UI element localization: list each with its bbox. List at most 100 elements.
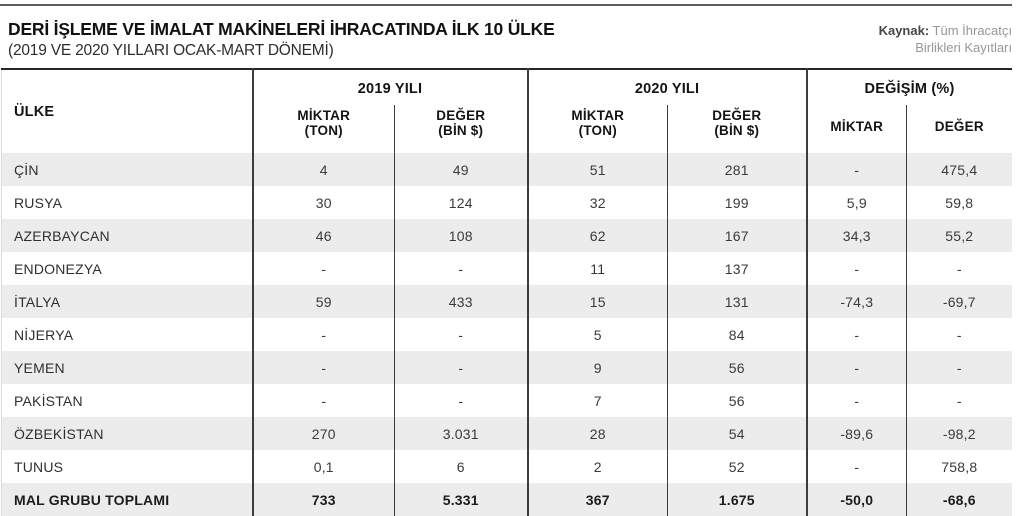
value-cell: 367	[527, 483, 669, 516]
value-cell: 2	[527, 450, 669, 483]
value-cell: -	[252, 252, 395, 285]
value-cell: 30	[252, 186, 395, 219]
value-cell: -	[956, 260, 962, 277]
sub-header-label: DEĞER	[712, 108, 762, 123]
table-row: RUSYA 30 124 32 199 5,9 59,8	[1, 186, 1012, 219]
top-divider-rule	[0, 4, 1012, 6]
value-cell: -74,3	[806, 285, 908, 318]
country-cell: ÖZBEKİSTAN	[1, 417, 254, 450]
country-cell: ENDONEZYA	[1, 252, 254, 285]
country-cell: TUNUS	[1, 450, 254, 483]
value-cell: -	[806, 318, 908, 351]
column-group-2020: 2020 YILI	[527, 69, 808, 105]
value-cell: 11	[527, 252, 669, 285]
value-cell: -	[956, 326, 962, 343]
table-body: ÇİN 4 49 51 281-475,4 RUSYA 30 124 32 199 5,9 59,8 A…	[1, 153, 1012, 516]
value-cell: 758,8	[941, 458, 978, 475]
value-cell: 124	[394, 186, 529, 219]
value-cell: 59	[252, 285, 395, 318]
value-cell: -69,7	[942, 293, 976, 310]
value-cell: 5	[527, 318, 669, 351]
value-cell: -89,6	[806, 417, 908, 450]
header-bar: DERİ İŞLEME VE İMALAT MAKİNELERİ İHRACAT…	[0, 18, 1012, 60]
column-header-2019-miktar: MİKTAR (TON)	[252, 105, 395, 153]
table-row: ÇİN 4 49 51 281- 475,4	[1, 153, 1012, 186]
country-cell: YEMEN	[1, 351, 254, 384]
value-cell: 167	[667, 219, 808, 252]
column-header-change-deger: DEĞER	[934, 118, 984, 134]
value-cell: -	[956, 359, 962, 376]
table-header: ÜLKE 2019 YILI 2020 YILI DEĞİŞİM (%) MİK…	[1, 69, 1012, 153]
sub-header-unit: (TON)	[304, 123, 343, 138]
page-subtitle: (2019 VE 2020 YILLARI OCAK-MART DÖNEMİ)	[8, 42, 334, 59]
column-group-2019: 2019 YILI	[252, 69, 529, 105]
column-header-change-miktar: MİKTAR	[806, 105, 908, 153]
value-cell: -	[394, 252, 529, 285]
value-cell: -	[394, 384, 529, 417]
value-cell: 475,4	[941, 161, 978, 178]
sub-header-row: MİKTAR (TON) DEĞER (BİN $) MİKTAR (TON) …	[2, 105, 1012, 153]
table-row: AZERBAYCAN 46 108 62 167 34,3 55,2	[1, 219, 1012, 252]
value-cell: -	[394, 351, 529, 384]
value-cell: 59,8	[945, 194, 974, 211]
value-cell: 137	[667, 252, 808, 285]
column-header-2020-deger: DEĞER (BİN $)	[667, 105, 808, 153]
page-title: DERİ İŞLEME VE İMALAT MAKİNELERİ İHRACAT…	[8, 19, 555, 39]
table-row: PAKİSTAN - -7 56- -	[1, 384, 1012, 417]
value-cell: 34,3	[806, 219, 908, 252]
value-cell: -	[806, 384, 908, 417]
value-cell: 9	[527, 351, 669, 384]
value-cell: 108	[394, 219, 529, 252]
value-cell: 46	[252, 219, 395, 252]
sub-header-unit: (BİN $)	[714, 123, 760, 138]
title-block: DERİ İŞLEME VE İMALAT MAKİNELERİ İHRACAT…	[8, 18, 555, 60]
value-cell: -50,0	[806, 483, 908, 516]
value-cell: 55,2	[945, 227, 974, 244]
value-cell: 5.331	[394, 483, 529, 516]
value-cell: 15	[527, 285, 669, 318]
column-group-change: DEĞİŞİM (%)	[864, 81, 955, 97]
value-cell: 49	[394, 153, 529, 186]
sub-header-label: DEĞER	[436, 108, 486, 123]
table-row: ÖZBEKİSTAN 270 3.031 28 54 -89,6 -98,2	[1, 417, 1012, 450]
value-cell: -	[252, 384, 395, 417]
group-header-row: ÜLKE 2019 YILI 2020 YILI DEĞİŞİM (%)	[1, 69, 1012, 153]
source-text-line2: Birlikleri Kayıtları	[915, 40, 1012, 55]
value-cell: 52	[667, 450, 808, 483]
value-cell: -	[806, 153, 908, 186]
country-cell: NİJERYA	[1, 318, 254, 351]
value-cell: 281	[667, 153, 808, 186]
value-cell: 5,9	[806, 186, 908, 219]
data-table: ÜLKE 2019 YILI 2020 YILI DEĞİŞİM (%) MİK…	[1, 68, 1012, 516]
sub-header-label: MİKTAR	[571, 108, 625, 123]
country-cell: MAL GRUBU TOPLAMI	[1, 483, 254, 516]
value-cell: 270	[252, 417, 395, 450]
value-cell: 54	[667, 417, 808, 450]
value-cell: 62	[527, 219, 669, 252]
table-row: İTALYA 59 433 15 131 -74,3 -69,7	[1, 285, 1012, 318]
value-cell: -68,6	[942, 491, 976, 508]
source-note: Kaynak: Tüm İhracatçı Birlikleri Kayıtla…	[879, 18, 1012, 56]
column-header-2020-miktar: MİKTAR (TON)	[527, 105, 669, 153]
sub-header-unit: (TON)	[578, 123, 617, 138]
value-cell: 56	[667, 351, 808, 384]
value-cell: 32	[527, 186, 669, 219]
value-cell: -	[956, 392, 962, 409]
column-header-2019-deger: DEĞER (BİN $)	[394, 105, 529, 153]
value-cell: 131	[667, 285, 808, 318]
country-cell: İTALYA	[1, 285, 254, 318]
column-header-country: ÜLKE	[1, 69, 254, 153]
value-cell: -	[252, 351, 395, 384]
value-cell: 28	[527, 417, 669, 450]
value-cell: 433	[394, 285, 529, 318]
value-cell: 4	[252, 153, 395, 186]
value-cell: -	[806, 450, 908, 483]
source-text-line1: Tüm İhracatçı	[929, 23, 1012, 38]
table-row: NİJERYA - -5 84- -	[1, 318, 1012, 351]
country-cell: RUSYA	[1, 186, 254, 219]
infographic-page: DERİ İŞLEME VE İMALAT MAKİNELERİ İHRACAT…	[0, 4, 1028, 516]
value-cell: 1.675	[667, 483, 808, 516]
value-cell: -98,2	[942, 425, 976, 442]
value-cell: 56	[667, 384, 808, 417]
value-cell: -	[394, 318, 529, 351]
